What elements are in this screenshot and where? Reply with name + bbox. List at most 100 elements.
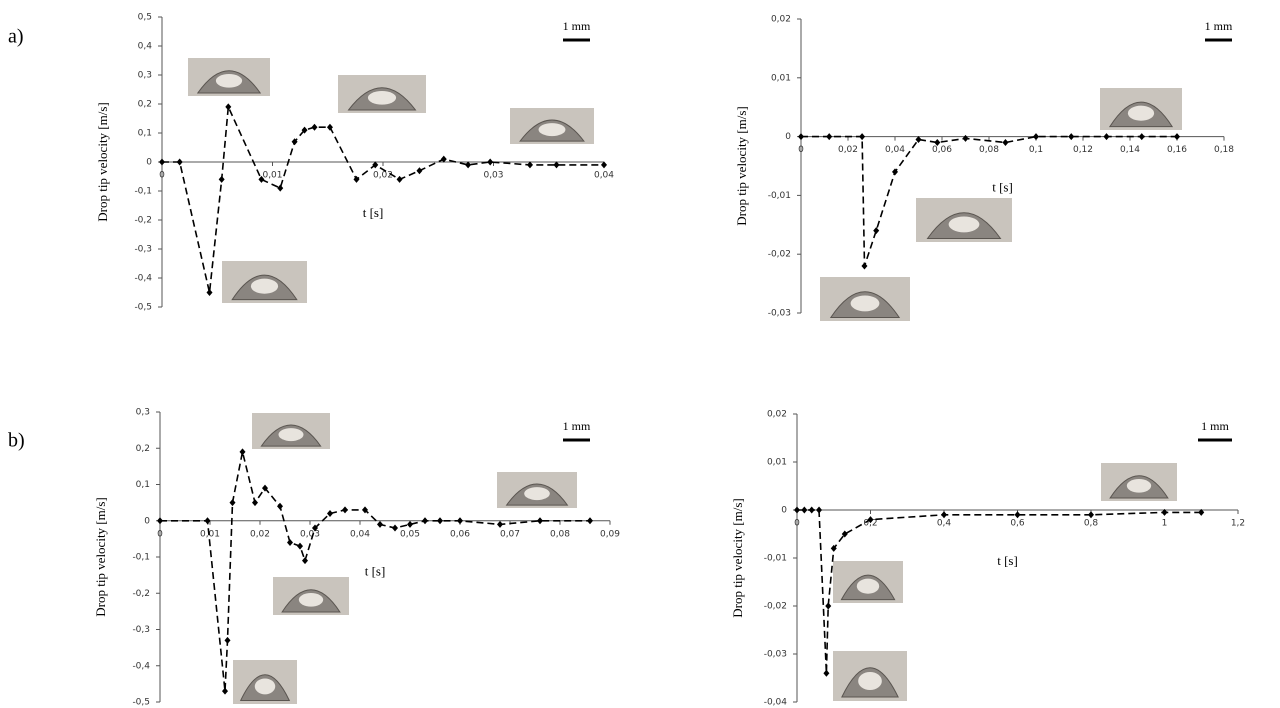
data-point [861, 262, 867, 269]
data-point [342, 506, 348, 513]
x-tick-label: 0,6 [1010, 519, 1025, 529]
y-tick-label: 0,5 [138, 13, 152, 23]
x-tick-label: 0,06 [932, 145, 952, 155]
drop-highlight [949, 216, 980, 232]
y-tick-label: -0,2 [134, 216, 152, 226]
y-tick-label: -0,4 [132, 661, 150, 671]
y-tick-label: 0,02 [771, 15, 791, 25]
data-point [225, 637, 231, 644]
scale-bar-label: 1 mm [563, 419, 591, 433]
y-tick-label: 0,1 [136, 480, 150, 490]
data-point [826, 133, 832, 140]
x-tick-label: 1 [1162, 519, 1168, 529]
data-point [230, 499, 236, 506]
data-point [397, 176, 403, 183]
data-point [222, 688, 228, 695]
x-tick-label: 0,01 [200, 529, 220, 539]
x-tick-label: 0 [157, 529, 163, 539]
x-tick-label: 1,2 [1231, 519, 1245, 529]
data-point [277, 185, 283, 192]
y-tick-label: 0,1 [138, 129, 152, 139]
data-point [794, 507, 800, 514]
x-tick-label: 0,4 [937, 519, 952, 529]
x-tick-label: 0,14 [1120, 145, 1140, 155]
data-point [1033, 133, 1039, 140]
data-point [252, 499, 258, 506]
y-tick-label: -0,01 [768, 191, 791, 201]
data-point [1068, 133, 1074, 140]
data-point [497, 521, 503, 528]
panel-label: b) [8, 430, 25, 452]
y-tick-label: 0,2 [136, 444, 150, 454]
x-tick-label: 0,16 [1167, 145, 1187, 155]
x-tick-label: 0,07 [500, 529, 520, 539]
data-point [240, 448, 246, 455]
data-point [377, 521, 383, 528]
y-tick-label: -0,1 [134, 187, 152, 197]
data-point [207, 289, 213, 296]
x-tick-label: 0,04 [885, 145, 905, 155]
x-tick-label: 0,18 [1214, 145, 1234, 155]
x-tick-label: 0,01 [262, 171, 282, 181]
drop-highlight [1127, 479, 1151, 493]
y-tick-label: 0 [146, 158, 152, 168]
drop-highlight [1128, 106, 1154, 121]
x-tick-label: 0,03 [300, 529, 320, 539]
data-point [302, 557, 308, 564]
y-tick-label: 0,01 [767, 458, 787, 468]
y-tick-label: -0,04 [764, 698, 788, 708]
y-tick-label: 0,02 [767, 410, 787, 420]
drop-highlight [368, 91, 396, 105]
data-point [487, 159, 493, 166]
data-point [159, 159, 165, 166]
x-tick-label: 0,08 [979, 145, 999, 155]
data-point [941, 511, 947, 518]
x-tick-label: 0,06 [450, 529, 470, 539]
drop-highlight [255, 678, 275, 694]
y-tick-label: -0,03 [764, 650, 787, 660]
x-tick-label: 0,8 [1084, 519, 1099, 529]
y-tick-label: -0,02 [764, 602, 787, 612]
drop-highlight [279, 428, 304, 441]
drop-highlight [251, 279, 278, 294]
data-point [963, 135, 969, 142]
data-point [457, 517, 463, 524]
x-tick-label: 0,02 [373, 171, 393, 181]
drop-highlight [851, 295, 880, 311]
y-tick-label: 0,3 [136, 408, 150, 418]
x-tick-label: 0,02 [250, 529, 270, 539]
data-point [422, 517, 428, 524]
scale-bar-label: 1 mm [1201, 419, 1229, 433]
data-point [287, 539, 293, 546]
x-axis-title: t [s] [365, 564, 386, 579]
y-tick-label: -0,2 [132, 589, 150, 599]
scale-bar-label: 1 mm [1205, 19, 1233, 33]
y-tick-label: -0,5 [132, 698, 150, 708]
data-point [1174, 133, 1180, 140]
data-point [225, 103, 231, 110]
drop-highlight [299, 593, 323, 607]
data-point [859, 133, 865, 140]
data-point [1104, 133, 1110, 140]
y-tick-label: 0,3 [138, 71, 152, 81]
y-tick-label: 0 [785, 132, 791, 142]
y-tick-label: -0,01 [764, 554, 787, 564]
data-point [297, 543, 303, 550]
x-tick-label: 0,08 [550, 529, 570, 539]
data-point [277, 503, 283, 510]
data-point [801, 507, 807, 514]
data-point [437, 517, 443, 524]
y-tick-label: 0,2 [138, 100, 152, 110]
y-tick-label: -0,02 [768, 250, 791, 260]
drop-highlight [857, 579, 879, 594]
y-axis-title: Drop tip velocity [m/s] [734, 106, 749, 226]
data-point [311, 124, 317, 131]
y-tick-label: -0,4 [134, 274, 152, 284]
x-tick-label: 0,09 [600, 529, 620, 539]
x-tick-label: 0,04 [594, 171, 614, 181]
y-axis-title: Drop tip velocity [m/s] [730, 498, 745, 618]
x-tick-label: 0 [794, 519, 800, 529]
y-axis-title: Drop tip velocity [m/s] [95, 102, 110, 222]
y-tick-label: 0 [781, 506, 787, 516]
data-point [327, 510, 333, 517]
